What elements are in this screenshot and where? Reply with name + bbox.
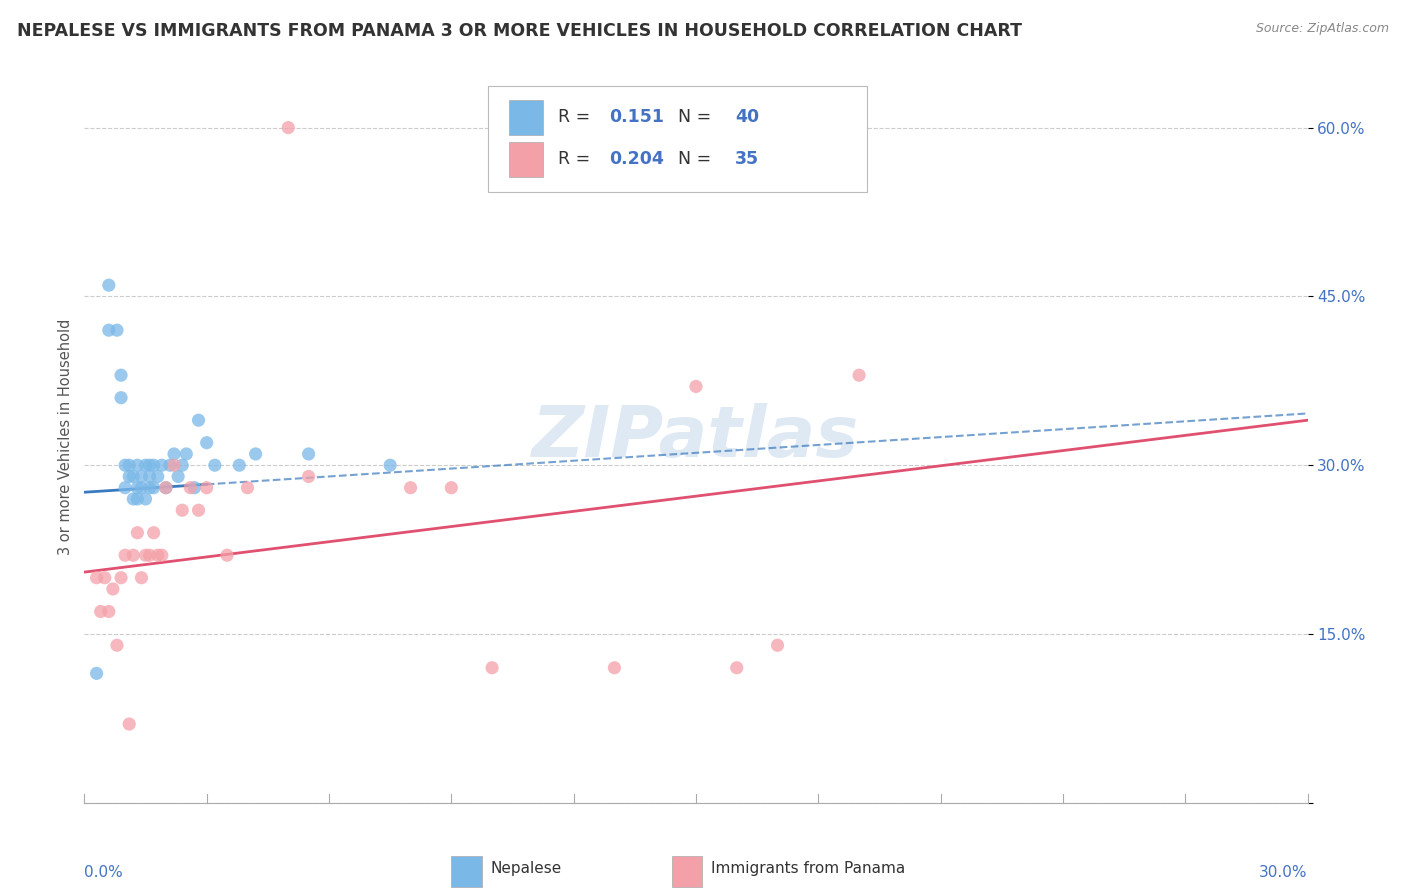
Point [93, 571, 115, 585]
Point [142, 458, 165, 473]
Point [848, 368, 870, 383]
Point [138, 481, 160, 495]
Point [440, 481, 463, 495]
Text: 0.204: 0.204 [609, 150, 664, 168]
Point [97, 605, 120, 619]
Point [90, 605, 112, 619]
Point [135, 548, 157, 562]
Text: ZIPatlas: ZIPatlas [533, 402, 859, 472]
Point [110, 571, 132, 585]
Point [187, 413, 209, 427]
Point [172, 503, 194, 517]
Text: 0.151: 0.151 [609, 109, 664, 127]
Text: 40: 40 [735, 109, 759, 127]
Point [110, 368, 132, 383]
Point [118, 717, 141, 731]
Point [131, 571, 153, 585]
Point [114, 458, 136, 473]
FancyBboxPatch shape [509, 100, 543, 135]
Text: 30.0%: 30.0% [1260, 864, 1308, 880]
Text: R =: R = [558, 109, 596, 127]
Point [159, 458, 181, 473]
Point [97, 323, 120, 337]
Point [127, 525, 149, 540]
Text: Nepalese: Nepalese [491, 861, 562, 876]
Point [131, 469, 153, 483]
Point [86, 571, 108, 585]
Text: Source: ZipAtlas.com: Source: ZipAtlas.com [1256, 22, 1389, 36]
Point [127, 458, 149, 473]
Text: NEPALESE VS IMMIGRANTS FROM PANAMA 3 OR MORE VEHICLES IN HOUSEHOLD CORRELATION C: NEPALESE VS IMMIGRANTS FROM PANAMA 3 OR … [17, 22, 1022, 40]
Point [236, 481, 259, 495]
Y-axis label: 3 or more Vehicles in Household: 3 or more Vehicles in Household [58, 319, 73, 555]
Point [725, 661, 748, 675]
Point [146, 548, 169, 562]
Text: N =: N = [678, 150, 717, 168]
FancyBboxPatch shape [488, 86, 868, 192]
Point [183, 481, 205, 495]
Point [86, 666, 108, 681]
Point [105, 323, 128, 337]
Point [118, 458, 141, 473]
Point [155, 481, 177, 495]
FancyBboxPatch shape [672, 856, 702, 887]
Point [138, 548, 160, 562]
Text: 0.0%: 0.0% [84, 864, 124, 880]
Point [142, 481, 165, 495]
Point [131, 481, 153, 495]
Point [101, 582, 124, 596]
Point [138, 458, 160, 473]
Point [228, 458, 250, 473]
Point [204, 458, 226, 473]
Point [172, 458, 194, 473]
Point [195, 481, 218, 495]
Point [110, 391, 132, 405]
Text: 35: 35 [735, 150, 759, 168]
Point [603, 661, 626, 675]
FancyBboxPatch shape [509, 142, 543, 177]
Point [399, 481, 422, 495]
Point [195, 435, 218, 450]
Point [179, 481, 201, 495]
FancyBboxPatch shape [451, 856, 482, 887]
Point [135, 491, 157, 506]
Point [114, 481, 136, 495]
Point [97, 278, 120, 293]
Point [138, 469, 160, 483]
Point [118, 469, 141, 483]
Point [245, 447, 267, 461]
Point [380, 458, 402, 473]
Point [187, 503, 209, 517]
Point [135, 458, 157, 473]
Point [122, 548, 145, 562]
Point [163, 447, 186, 461]
Point [766, 638, 789, 652]
Point [114, 548, 136, 562]
Point [146, 469, 169, 483]
Point [167, 469, 190, 483]
Point [142, 525, 165, 540]
Point [277, 120, 299, 135]
Point [298, 469, 321, 483]
Point [150, 458, 173, 473]
Point [127, 491, 149, 506]
Point [122, 469, 145, 483]
Text: Immigrants from Panama: Immigrants from Panama [710, 861, 905, 876]
Point [163, 458, 186, 473]
Point [127, 481, 149, 495]
Point [685, 379, 707, 393]
Point [105, 638, 128, 652]
Point [155, 481, 177, 495]
Point [150, 548, 173, 562]
Text: N =: N = [678, 109, 717, 127]
Point [217, 548, 239, 562]
Point [122, 491, 145, 506]
Point [481, 661, 503, 675]
Text: R =: R = [558, 150, 596, 168]
Point [174, 447, 197, 461]
Point [298, 447, 321, 461]
